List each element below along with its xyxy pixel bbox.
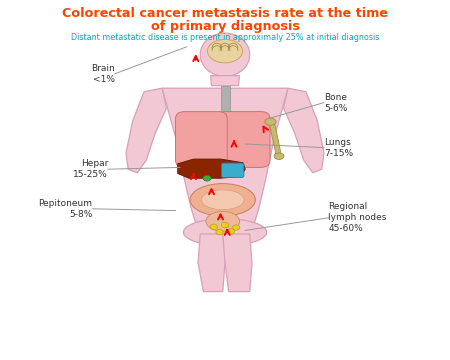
Ellipse shape: [233, 225, 240, 230]
Polygon shape: [126, 88, 166, 173]
Ellipse shape: [216, 230, 223, 235]
Ellipse shape: [190, 184, 256, 216]
Text: Lungs
7-15%: Lungs 7-15%: [324, 138, 353, 158]
Ellipse shape: [200, 33, 250, 76]
Text: Bone
5-6%: Bone 5-6%: [324, 93, 347, 113]
Text: Regional
lymph nodes
45-60%: Regional lymph nodes 45-60%: [328, 202, 387, 233]
Polygon shape: [178, 159, 245, 178]
Text: Colorectal cancer metastasis rate at the time: Colorectal cancer metastasis rate at the…: [62, 7, 388, 20]
Text: Distant metastatic disease is present in approximaly 25% at initial diagnosis: Distant metastatic disease is present in…: [71, 33, 379, 42]
Ellipse shape: [206, 211, 239, 231]
Polygon shape: [162, 88, 288, 230]
Ellipse shape: [221, 222, 229, 228]
Polygon shape: [221, 115, 229, 151]
Ellipse shape: [210, 224, 217, 230]
Polygon shape: [223, 234, 252, 292]
Polygon shape: [284, 88, 324, 173]
Ellipse shape: [265, 118, 276, 125]
FancyBboxPatch shape: [216, 112, 270, 167]
Polygon shape: [198, 234, 227, 292]
FancyBboxPatch shape: [176, 112, 227, 167]
Polygon shape: [269, 122, 281, 156]
Text: Pepitoneum
5-8%: Pepitoneum 5-8%: [38, 199, 92, 219]
Ellipse shape: [203, 175, 211, 181]
Ellipse shape: [202, 190, 244, 210]
FancyBboxPatch shape: [221, 163, 244, 177]
Text: of primary diagnosis: of primary diagnosis: [151, 20, 299, 33]
Ellipse shape: [274, 153, 284, 159]
Ellipse shape: [227, 229, 234, 234]
Ellipse shape: [184, 219, 266, 246]
Text: Hepar
15-25%: Hepar 15-25%: [73, 159, 108, 179]
Text: Brain
<1%: Brain <1%: [91, 64, 115, 84]
Polygon shape: [220, 86, 230, 115]
Polygon shape: [211, 76, 239, 86]
Ellipse shape: [207, 40, 243, 63]
